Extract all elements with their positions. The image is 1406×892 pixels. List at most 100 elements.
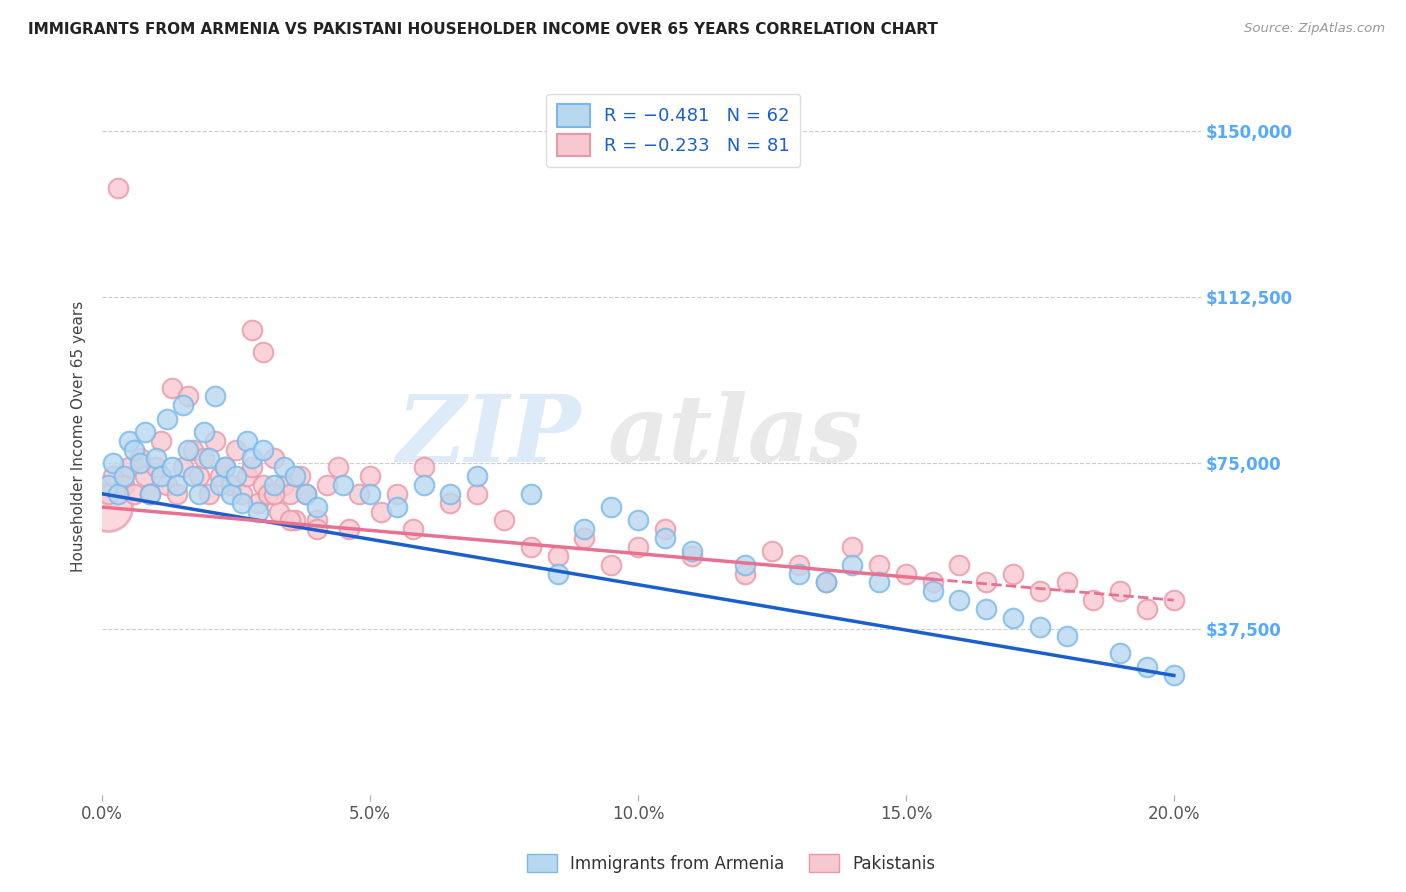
Point: [166, 478, 188, 492]
Point: [1002, 566, 1025, 581]
Point: [246, 504, 269, 518]
Point: [948, 558, 970, 572]
Point: [385, 500, 408, 515]
Point: [402, 522, 425, 536]
Point: [124, 442, 146, 457]
Point: [600, 500, 623, 515]
Point: [209, 469, 232, 483]
Point: [734, 566, 756, 581]
Point: [240, 451, 263, 466]
Point: [231, 487, 253, 501]
Point: [841, 558, 863, 572]
Point: [257, 487, 280, 501]
Point: [193, 425, 215, 439]
Point: [654, 522, 676, 536]
Point: [1029, 620, 1052, 634]
Point: [155, 478, 177, 492]
Point: [204, 434, 226, 448]
Point: [494, 513, 516, 527]
Point: [841, 540, 863, 554]
Point: [225, 469, 247, 483]
Point: [370, 504, 392, 518]
Point: [101, 469, 124, 483]
Point: [948, 593, 970, 607]
Point: [107, 487, 129, 501]
Text: atlas: atlas: [607, 392, 863, 482]
Point: [198, 451, 221, 466]
Point: [263, 451, 285, 466]
Point: [240, 323, 263, 337]
Point: [412, 460, 434, 475]
Point: [814, 575, 837, 590]
Point: [627, 513, 650, 527]
Point: [166, 487, 188, 501]
Point: [385, 487, 408, 501]
Point: [412, 478, 434, 492]
Point: [465, 487, 488, 501]
Point: [1109, 646, 1132, 660]
Point: [97, 478, 120, 492]
Point: [814, 575, 837, 590]
Point: [337, 522, 360, 536]
Text: ZIP: ZIP: [395, 392, 581, 482]
Point: [1056, 629, 1078, 643]
Point: [654, 531, 676, 545]
Point: [681, 544, 703, 558]
Point: [160, 460, 183, 475]
Point: [209, 478, 232, 492]
Point: [252, 442, 274, 457]
Point: [1056, 575, 1078, 590]
Point: [101, 456, 124, 470]
Point: [150, 434, 173, 448]
Point: [1163, 668, 1185, 682]
Point: [139, 487, 162, 501]
Point: [284, 513, 307, 527]
Point: [145, 460, 167, 475]
Point: [316, 478, 339, 492]
Point: [305, 500, 328, 515]
Point: [574, 531, 596, 545]
Point: [787, 558, 810, 572]
Point: [204, 389, 226, 403]
Point: [181, 469, 204, 483]
Point: [332, 478, 354, 492]
Point: [921, 584, 943, 599]
Point: [193, 451, 215, 466]
Point: [295, 487, 318, 501]
Point: [225, 442, 247, 457]
Point: [128, 456, 150, 470]
Point: [177, 389, 200, 403]
Point: [359, 469, 381, 483]
Point: [97, 500, 120, 515]
Point: [160, 380, 183, 394]
Point: [349, 487, 371, 501]
Point: [214, 460, 236, 475]
Point: [273, 460, 295, 475]
Point: [787, 566, 810, 581]
Point: [1136, 659, 1159, 673]
Point: [263, 478, 285, 492]
Point: [181, 442, 204, 457]
Point: [439, 487, 461, 501]
Point: [252, 345, 274, 359]
Point: [198, 487, 221, 501]
Point: [150, 469, 173, 483]
Point: [974, 602, 997, 616]
Point: [1109, 584, 1132, 599]
Point: [439, 496, 461, 510]
Point: [1029, 584, 1052, 599]
Point: [520, 540, 543, 554]
Point: [326, 460, 349, 475]
Point: [187, 487, 209, 501]
Point: [267, 504, 290, 518]
Point: [118, 460, 141, 475]
Point: [1002, 611, 1025, 625]
Point: [139, 487, 162, 501]
Point: [290, 469, 312, 483]
Point: [118, 434, 141, 448]
Legend: R = −0.481   N = 62, R = −0.233   N = 81: R = −0.481 N = 62, R = −0.233 N = 81: [547, 94, 800, 167]
Point: [894, 566, 917, 581]
Point: [231, 496, 253, 510]
Point: [734, 558, 756, 572]
Point: [921, 575, 943, 590]
